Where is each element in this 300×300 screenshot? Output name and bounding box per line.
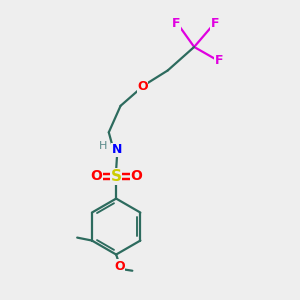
Text: O: O bbox=[114, 260, 125, 273]
Text: N: N bbox=[112, 143, 122, 157]
Text: H: H bbox=[99, 142, 108, 152]
Text: S: S bbox=[111, 169, 122, 184]
Text: O: O bbox=[130, 169, 142, 184]
Text: F: F bbox=[211, 17, 219, 30]
Text: F: F bbox=[215, 54, 224, 67]
Text: O: O bbox=[91, 169, 102, 184]
Text: O: O bbox=[137, 80, 148, 93]
Text: F: F bbox=[172, 17, 181, 30]
